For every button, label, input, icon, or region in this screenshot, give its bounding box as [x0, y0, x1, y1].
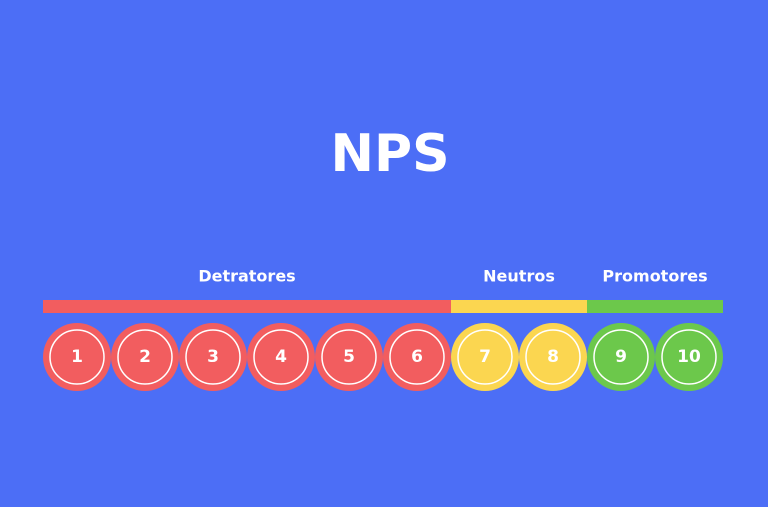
score-circle: [519, 323, 587, 391]
score-label: 1: [71, 347, 83, 367]
score-ring: [49, 329, 105, 385]
score-circle: [179, 323, 247, 391]
title: NPS: [330, 124, 449, 184]
score-ring: [593, 329, 649, 385]
score-ring: [117, 329, 173, 385]
group-label: Promotores: [602, 267, 707, 286]
group-label: Detratores: [198, 267, 295, 286]
score-label: 10: [677, 347, 701, 367]
score-ring: [661, 329, 717, 385]
score-circle: [587, 323, 655, 391]
score-circle: [655, 323, 723, 391]
score-ring: [389, 329, 445, 385]
score-label: 8: [547, 347, 559, 367]
score-circle: [111, 323, 179, 391]
score-label: 7: [479, 347, 491, 367]
score-label: 3: [207, 347, 219, 367]
score-circle: [43, 323, 111, 391]
score-label: 6: [411, 347, 423, 367]
group-bar: [451, 300, 587, 313]
score-label: 9: [615, 347, 627, 367]
score-ring: [525, 329, 581, 385]
score-label: 2: [139, 347, 151, 367]
score-ring: [321, 329, 377, 385]
score-circle: [451, 323, 519, 391]
score-circle: [247, 323, 315, 391]
score-label: 4: [275, 347, 287, 367]
score-ring: [185, 329, 241, 385]
score-ring: [253, 329, 309, 385]
score-ring: [457, 329, 513, 385]
score-label: 5: [343, 347, 355, 367]
group-bar: [587, 300, 723, 313]
group-bar: [43, 300, 451, 313]
score-circle: [383, 323, 451, 391]
score-circle: [315, 323, 383, 391]
group-label: Neutros: [483, 267, 555, 286]
